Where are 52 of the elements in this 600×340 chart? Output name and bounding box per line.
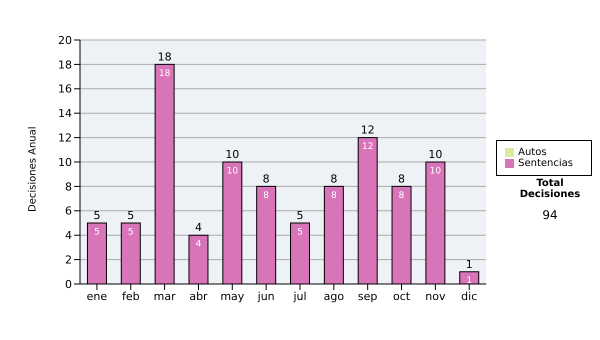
text: 94: [541, 208, 559, 222]
x-tick-label: feb: [122, 290, 140, 303]
y-tick-label: 8: [65, 180, 72, 194]
y-tick-label: 12: [58, 132, 72, 145]
y-tick-label: 10: [58, 156, 72, 169]
total-label: 8: [398, 172, 406, 186]
data-label: 10: [430, 166, 442, 176]
y-tick-label: 18: [58, 58, 72, 72]
x-tick-label: nov: [425, 290, 446, 303]
total-label: 5: [127, 209, 134, 222]
data-label: 5: [297, 227, 303, 238]
total-label: 10: [428, 148, 442, 161]
legend-label: Autos: [518, 147, 547, 158]
y-tick-label: 6: [65, 204, 72, 218]
x-tick-label: dic: [461, 290, 478, 303]
total-label: 1: [466, 258, 473, 271]
data-label: 8: [263, 190, 270, 201]
data-label: 12: [362, 142, 374, 152]
y-tick-label: 14: [58, 107, 72, 120]
data-label: 8: [398, 190, 405, 201]
total-label: 12: [360, 124, 375, 137]
y-axis-title: Decisiones Anual: [28, 126, 39, 212]
total-label: 18: [158, 50, 172, 64]
x-tick-label: jul: [292, 290, 307, 303]
data-label: 8: [330, 190, 337, 201]
x-tick-label: oct: [392, 290, 411, 303]
y-tick-label: 4: [65, 229, 72, 242]
total-label: 4: [194, 221, 202, 234]
x-tick-label: mar: [154, 290, 176, 303]
x-tick-label: sep: [358, 290, 378, 303]
y-tick-label: 2: [65, 254, 72, 267]
total-label: 5: [93, 209, 100, 222]
data-label: 4: [196, 240, 202, 250]
total-label: 8: [262, 172, 270, 186]
x-tick-label: abr: [189, 290, 208, 303]
y-tick-label: 0: [65, 278, 72, 291]
total-label: 10: [225, 148, 240, 161]
x-tick-label: may: [220, 290, 245, 303]
x-tick-label: jun: [256, 290, 275, 303]
y-tick-label: 20: [58, 34, 72, 47]
data-label: 5: [94, 227, 100, 238]
data-label: 10: [226, 166, 238, 176]
text: Total Decisiones: [518, 178, 582, 200]
data-label: 1: [466, 276, 472, 286]
y-tick-label: 16: [58, 82, 72, 96]
x-tick-label: ene: [86, 290, 108, 303]
data-label: 18: [158, 68, 171, 79]
total-label: 5: [296, 209, 304, 222]
data-label: 5: [128, 227, 134, 238]
legend-label: Sentencias: [518, 158, 573, 169]
total-label: 8: [330, 172, 338, 186]
x-tick-label: ago: [324, 290, 344, 303]
